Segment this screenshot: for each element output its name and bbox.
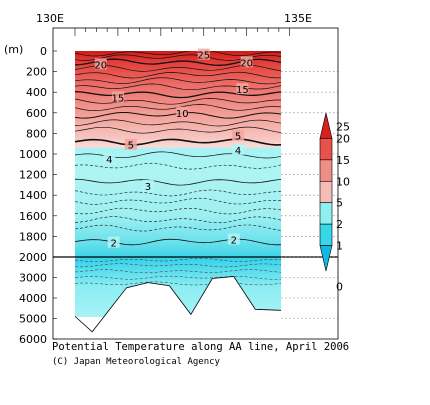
y-tick-label: 600 [26, 107, 47, 120]
contour-label-bg [232, 129, 245, 141]
contour-label-bg [227, 233, 240, 245]
contour-label-bg [111, 91, 124, 103]
contour-line [75, 269, 281, 274]
colorbar-label: 15 [336, 154, 350, 167]
contour-label: 2 [110, 239, 116, 250]
contour-label: 5 [235, 131, 241, 142]
colorbar-label: 2 [336, 218, 343, 231]
contour-label-bg [236, 83, 249, 95]
contour-label-bg [176, 106, 189, 118]
contour-label: 15 [112, 93, 125, 104]
contour-label: 25 [197, 51, 210, 62]
y-tick-label: 5000 [19, 313, 47, 326]
colorbar-segment [319, 159, 333, 182]
contour-line [75, 138, 281, 146]
contour-label-bg [124, 138, 137, 150]
contour-labels: 25 20 20 15 15 10 5 5 4 4 3 2 2 [94, 48, 253, 250]
y-tick-label: 6000 [19, 333, 47, 346]
plot-frame [52, 27, 339, 340]
contour-label-bg [107, 236, 120, 248]
contour-label-bg [232, 143, 245, 155]
contour-line [75, 263, 281, 268]
colorbar-label: 1 [336, 240, 343, 253]
colorbar-segment [319, 202, 333, 225]
contour-label: 15 [236, 85, 249, 96]
y-tick-label: 4000 [19, 292, 47, 305]
y-tick-label: 3000 [19, 272, 47, 285]
contour-label-bg [103, 153, 116, 165]
seafloor-line [75, 276, 281, 333]
x-tick-marks [74, 28, 290, 36]
colorbar-label: 10 [336, 175, 350, 188]
contour-line [75, 281, 281, 286]
seafloor-mask [75, 276, 281, 339]
contour-label-bg [141, 179, 154, 191]
y-tick-label: 1200 [19, 169, 47, 182]
y-tick-label: 1400 [19, 189, 47, 202]
contour-label-bg [240, 56, 253, 68]
chart-credit: (C) Japan Meteorological Agency [52, 357, 220, 367]
contour-label: 10 [176, 109, 189, 120]
colorbar-segment [319, 245, 333, 272]
contour-label: 2 [231, 235, 237, 246]
x-tick-label-135E: 135E [284, 12, 312, 25]
contour-line [75, 77, 281, 85]
contour-line [75, 91, 281, 99]
y-axis-unit: (m) [4, 43, 23, 56]
contour-label: 3 [145, 182, 151, 193]
colorbar-segment [319, 138, 333, 161]
grid-lines [281, 71, 338, 319]
contour-label: 20 [94, 60, 107, 71]
contour-line [75, 119, 281, 127]
colorbar-label: 20 [336, 132, 350, 145]
y-axis-ticks: 0 200 400 600 800 1000 1200 1400 1600 1800 2000 300… [19, 45, 57, 346]
contour-label-bg [197, 48, 210, 60]
y-tick-label: 200 [26, 66, 47, 79]
y-tick-label: 400 [26, 86, 47, 99]
contour-label: 20 [240, 58, 253, 69]
x-tick-label-130E: 130E [36, 12, 64, 25]
contour-line [75, 178, 281, 186]
colorbar-label: 25 [336, 121, 350, 134]
y-tick-label: 1000 [19, 148, 47, 161]
contour-label: 4 [106, 155, 112, 166]
y-tick-label: 0 [40, 45, 47, 58]
y-tick-label: 800 [26, 127, 47, 140]
colorbar-segment [319, 180, 333, 204]
contour-line [75, 98, 281, 105]
chart-title: Potential Temperature along AA line, Apr… [52, 341, 350, 353]
lower-contour-lines [75, 258, 281, 286]
contour-line [75, 258, 281, 262]
colorbar-label: 5 [336, 197, 343, 210]
contour-line [75, 71, 281, 79]
colorbar-segment [319, 112, 333, 139]
y-tick-label: 1800 [19, 230, 47, 243]
contour-label: 4 [235, 146, 241, 157]
colorbar-segment [319, 223, 333, 246]
colorbar-label: 0 [336, 280, 343, 293]
contour-label: 5 [128, 141, 134, 152]
y-tick-label: 1600 [19, 210, 47, 223]
contour-label-bg [94, 58, 107, 70]
contour-line [75, 275, 281, 280]
contour-line [75, 51, 281, 57]
contour-line [75, 126, 281, 134]
y-tick-label: 2000 [19, 251, 47, 264]
